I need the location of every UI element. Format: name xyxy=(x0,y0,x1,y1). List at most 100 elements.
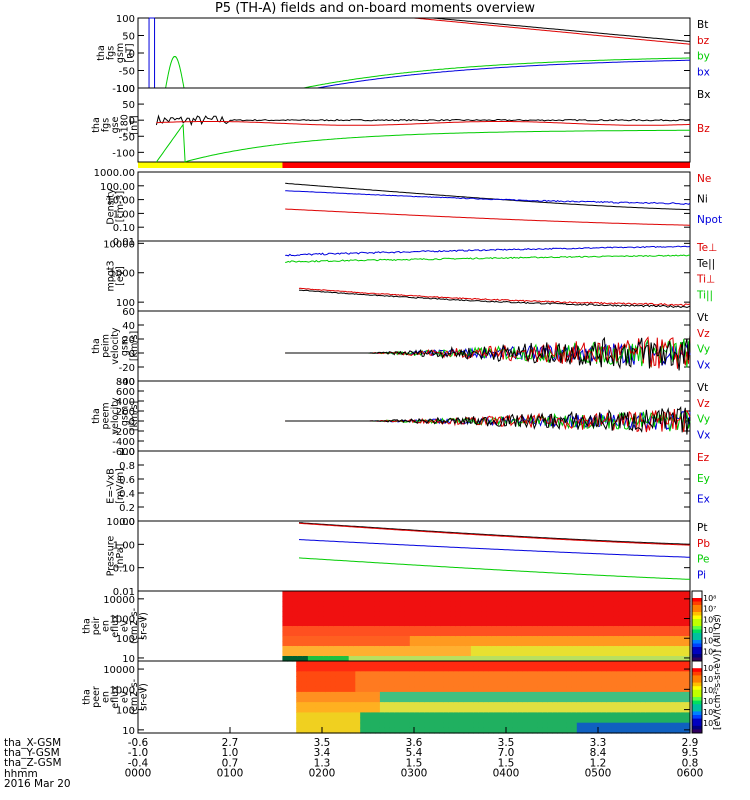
heatmap-cell xyxy=(516,596,523,602)
heatmap-cell xyxy=(338,656,345,662)
heatmap-cell xyxy=(434,691,440,698)
y-axis-label-line: peim xyxy=(101,334,112,358)
heatmap-cell xyxy=(512,691,519,698)
heatmap-cell xyxy=(330,666,337,672)
heatmap-cell xyxy=(506,606,513,612)
heatmap-cell xyxy=(628,651,635,657)
heatmap-cell xyxy=(635,671,642,677)
heatmap-cell xyxy=(335,722,342,729)
heatmap-cell xyxy=(318,601,324,607)
heatmap-cell xyxy=(634,656,640,662)
y-tick-label: 1.00 xyxy=(113,540,135,551)
heatmap-cell xyxy=(360,666,366,672)
heatmap-cell xyxy=(370,676,376,683)
heatmap-cell xyxy=(517,681,524,688)
heatmap-cell xyxy=(455,621,462,627)
heatmap-cell xyxy=(338,596,345,602)
legend-entry-bx: bx xyxy=(697,67,710,79)
heatmap-cell xyxy=(455,656,462,662)
heatmap-cell xyxy=(547,707,553,713)
heatmap-cell xyxy=(440,611,447,617)
heatmap-cell xyxy=(404,691,410,698)
heatmap-cell xyxy=(621,676,627,683)
heatmap-cell xyxy=(542,676,548,683)
heatmap-cell xyxy=(577,596,584,602)
heatmap-cell xyxy=(576,717,583,724)
x-tick-label: 8.4 xyxy=(590,747,607,759)
heatmap-cell xyxy=(501,601,508,607)
heatmap-cell xyxy=(503,712,509,719)
heatmap-cell xyxy=(375,717,381,724)
heatmap-cell xyxy=(542,681,548,688)
heatmap-cell xyxy=(562,626,569,632)
heatmap-cell xyxy=(527,646,533,652)
heatmap-cell xyxy=(394,651,401,657)
panel-peim-velocity: 6040200-20-40thapeimvelocitygsm[km/s]VtV… xyxy=(91,307,710,388)
legend-entry-npot: Npot xyxy=(697,214,722,226)
heatmap-cell xyxy=(537,621,543,627)
heatmap-cell xyxy=(330,712,337,719)
y-axis-label-line: gsm xyxy=(115,43,126,63)
heatmap-cell xyxy=(596,661,602,667)
heatmap-cell xyxy=(358,606,365,612)
heatmap-cell xyxy=(645,722,652,729)
heatmap-cell xyxy=(313,631,319,637)
heatmap-cell xyxy=(360,717,366,724)
heatmap-cell xyxy=(623,601,630,607)
heatmap-cell xyxy=(552,596,559,602)
heatmap-cell xyxy=(435,636,441,642)
heatmap-cell xyxy=(506,651,513,657)
heatmap-cell xyxy=(654,651,660,657)
heatmap-cell xyxy=(301,686,307,693)
heatmap-cell xyxy=(448,697,455,703)
heatmap-cell xyxy=(618,631,625,637)
heatmap-cell xyxy=(665,691,671,698)
heatmap-cell xyxy=(562,666,568,672)
heatmap-cell xyxy=(384,676,391,683)
heatmap-cell xyxy=(375,722,381,729)
heatmap-cell xyxy=(358,626,365,632)
heatmap-cell xyxy=(512,722,519,729)
heatmap-cell xyxy=(608,646,615,652)
heatmap-cell xyxy=(649,596,655,602)
heatmap-cell xyxy=(455,616,462,622)
heatmap-cell xyxy=(414,717,420,724)
heatmap-cell xyxy=(650,671,657,677)
heatmap-cell xyxy=(468,676,474,683)
legend-entry-pb: Pb xyxy=(697,538,710,550)
heatmap-cell xyxy=(547,616,554,622)
heatmap-cell xyxy=(360,661,366,667)
heatmap-cell xyxy=(379,626,385,632)
heatmap-cell xyxy=(318,636,324,642)
heatmap-cell xyxy=(358,616,365,622)
heatmap-cell xyxy=(414,702,420,708)
heatmap-cell xyxy=(634,646,640,652)
heatmap-cell xyxy=(370,722,376,729)
heatmap-cell xyxy=(333,616,340,622)
heatmap-cell xyxy=(483,702,489,708)
heatmap-cell xyxy=(650,707,657,713)
heatmap-cell xyxy=(424,707,430,713)
heatmap-cell xyxy=(470,616,477,622)
heatmap-cell xyxy=(640,697,647,703)
heatmap-cell xyxy=(576,722,583,729)
heatmap-cell xyxy=(507,661,514,667)
heatmap-cell xyxy=(591,661,598,667)
heatmap-cell xyxy=(333,601,340,607)
heatmap-cell xyxy=(302,626,309,632)
heatmap-cell xyxy=(684,651,691,657)
heatmap-cell xyxy=(486,611,492,617)
heatmap-cell xyxy=(542,656,548,662)
heatmap-cell xyxy=(532,591,538,597)
y-axis-label-line: [eV] xyxy=(115,266,126,286)
heatmap-cell xyxy=(448,666,455,672)
heatmap-cell xyxy=(463,707,470,713)
heatmap-cell xyxy=(365,727,371,734)
heatmap-cell xyxy=(586,666,593,672)
y-axis-label-line: -180 xyxy=(120,114,131,136)
heatmap-cell xyxy=(606,722,612,729)
heatmap-cell xyxy=(350,722,356,729)
heatmap-cell xyxy=(425,641,431,647)
heatmap-cell xyxy=(478,697,484,703)
